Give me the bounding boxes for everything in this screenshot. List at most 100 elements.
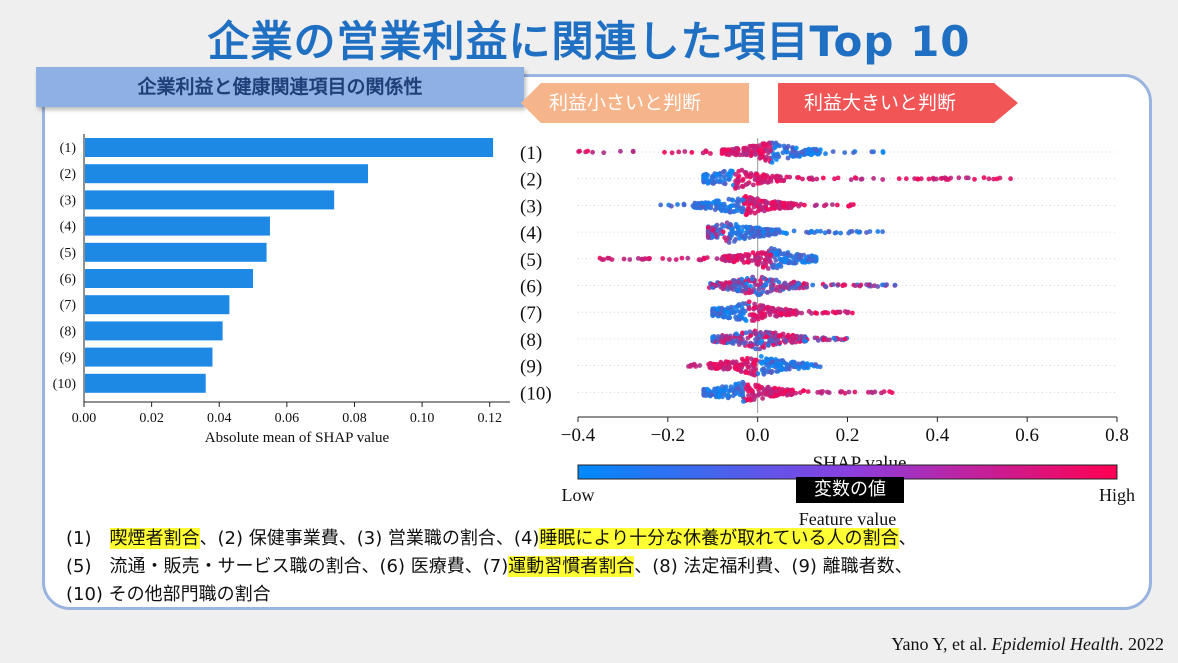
swarm-point <box>796 361 802 367</box>
swarm-point <box>741 146 747 152</box>
swarm-point <box>770 363 775 369</box>
swarm-point <box>728 222 733 228</box>
swarm-point <box>779 283 785 289</box>
bar-x-tick-label: 0.06 <box>275 411 300 426</box>
bar-1 <box>85 138 494 157</box>
swarm-point <box>938 176 944 181</box>
bar-x-tick-label: 0.10 <box>410 411 435 426</box>
swarm-point <box>792 260 797 266</box>
swarm-point <box>714 171 720 177</box>
swarm-point <box>710 334 716 340</box>
swarm-point <box>725 309 730 315</box>
swarm-point <box>763 251 769 256</box>
swarm-point <box>768 178 774 184</box>
swarm-category-label: (10) <box>520 383 552 404</box>
swarm-point <box>761 366 766 372</box>
swarm-point <box>846 203 852 209</box>
swarm-point <box>965 175 971 181</box>
swarm-point <box>800 176 805 182</box>
swarm-point <box>787 388 793 394</box>
swarm-point <box>726 240 732 245</box>
swarm-point <box>765 231 770 237</box>
swarm-point <box>735 308 740 314</box>
swarm-point <box>784 149 789 155</box>
swarm-point <box>751 182 756 188</box>
swarm-point <box>720 169 726 175</box>
swarm-point <box>759 149 765 154</box>
swarm-point <box>834 202 840 208</box>
swarm-point <box>780 150 786 156</box>
swarm-point <box>760 289 766 295</box>
swarm-point <box>725 255 731 261</box>
swarm-point <box>743 172 749 177</box>
swarm-point <box>718 359 724 365</box>
swarm-point <box>726 285 731 291</box>
swarm-point <box>859 176 865 182</box>
swarm-point <box>793 253 798 259</box>
legend-highlight: 運動習慣者割合 <box>508 556 635 577</box>
swarm-point <box>830 282 836 287</box>
swarm-point <box>732 151 737 157</box>
swarm-row-9 <box>686 354 823 378</box>
swarm-point <box>753 313 758 319</box>
swarm-point <box>768 252 774 258</box>
swarm-row-4 <box>705 220 885 245</box>
arrow-left-label: 利益小さいと判断 <box>521 83 749 123</box>
swarm-point <box>725 392 731 398</box>
legend-segment: 、(2) 保健事業費、(3) 営業職の割合、(4) <box>199 528 540 549</box>
swarm-point <box>857 283 863 289</box>
swarm-point <box>823 310 828 315</box>
swarm-point <box>781 391 786 397</box>
swarm-point <box>685 255 691 261</box>
swarm-point <box>740 253 746 259</box>
swarm-point <box>880 177 886 182</box>
swarm-point <box>794 333 800 339</box>
swarm-point <box>733 146 739 151</box>
swarm-point <box>880 229 885 235</box>
swarm-point <box>798 201 804 207</box>
swarm-point <box>769 160 775 165</box>
swarm-point <box>728 226 734 232</box>
swarm-point <box>761 229 767 235</box>
swarm-point <box>835 175 841 181</box>
swarm-point <box>842 390 848 396</box>
swarm-point <box>760 396 765 401</box>
swarm-point <box>749 289 755 294</box>
swarm-point <box>727 209 733 215</box>
swarm-point <box>708 361 714 367</box>
swarm-point <box>705 229 711 234</box>
swarm-point <box>854 229 860 234</box>
swarm-point <box>875 284 881 289</box>
swarm-point <box>850 310 855 316</box>
swarm-point <box>640 257 645 262</box>
legend-segment: 、 <box>898 528 917 549</box>
swarm-point <box>627 257 633 262</box>
swarm-point <box>732 230 738 236</box>
swarm-point <box>752 372 758 378</box>
swarm-category-label: (8) <box>520 330 542 351</box>
swarm-point <box>795 152 801 157</box>
swarm-point <box>880 282 885 288</box>
legend-line-1: (1) 喫煙者割合、(2) 保健事業費、(3) 営業職の割合、(4)睡眠により十… <box>66 525 1126 553</box>
swarm-point <box>799 310 804 316</box>
swarm-point <box>755 316 761 322</box>
swarm-point <box>742 361 748 367</box>
swarm-point <box>737 152 743 158</box>
swarm-point <box>747 143 753 149</box>
swarm-point <box>681 202 687 208</box>
swarm-point <box>734 203 739 208</box>
bar-6 <box>85 269 254 288</box>
swarm-point <box>749 387 754 393</box>
swarm-point <box>791 309 796 315</box>
swarm-point <box>759 338 765 344</box>
bar-category-label: (10) <box>53 377 77 392</box>
swarm-point <box>814 176 820 182</box>
legend-line-3: (10) その他部門職の割合 <box>66 581 1126 609</box>
swarm-point <box>577 148 582 154</box>
citation-journal: Epidemiol Health <box>991 634 1119 654</box>
swarm-point <box>833 310 838 316</box>
swarm-point <box>716 393 722 398</box>
arrow-right-label: 利益大きいと判断 <box>778 83 1018 123</box>
swarm-point <box>810 282 816 288</box>
bar-x-tick-label: 0.08 <box>342 411 367 426</box>
